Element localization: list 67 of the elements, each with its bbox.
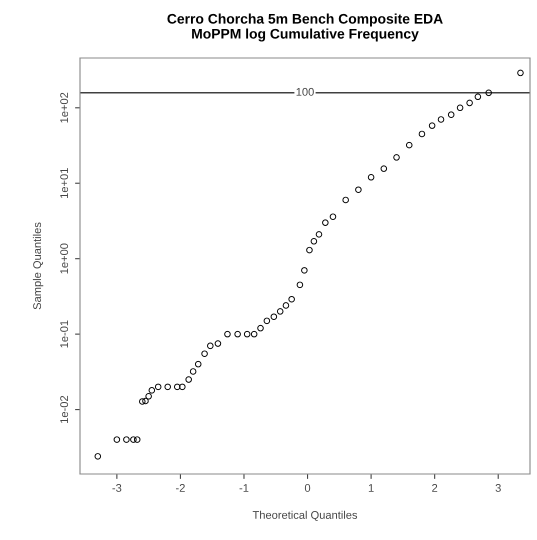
- point: [456, 104, 464, 112]
- point: [250, 330, 258, 338]
- point: [517, 70, 524, 76]
- point: [282, 302, 290, 309]
- point: [145, 393, 152, 400]
- point: [306, 246, 313, 254]
- point: [276, 308, 284, 315]
- point: [174, 384, 181, 390]
- point: [288, 296, 295, 303]
- point: [393, 154, 400, 161]
- point: [257, 324, 264, 332]
- annotation: 100: [296, 88, 314, 96]
- point: [207, 342, 214, 350]
- point: [368, 174, 374, 181]
- chart-title: Cerro Chorcha 5m Bench Composite EDA MoPPM log Cumulative Frequency: [167, 14, 443, 42]
- y-tick-label: 1e-01: [60, 320, 68, 348]
- point: [428, 122, 436, 129]
- point: [310, 238, 318, 245]
- x-tick-label: -2: [176, 484, 185, 492]
- point: [438, 116, 444, 123]
- point: [94, 453, 102, 460]
- x-tick-label: -1: [240, 484, 248, 492]
- point: [139, 398, 146, 405]
- x-tick-label: 1: [368, 484, 374, 492]
- y-tick-label: 1e+01: [60, 168, 68, 198]
- point: [142, 398, 149, 404]
- point: [244, 330, 250, 338]
- point: [485, 90, 492, 96]
- point: [130, 436, 137, 443]
- y-tick-label: 1e+00: [60, 244, 68, 274]
- point: [418, 130, 426, 138]
- point: [214, 340, 222, 347]
- x-tick-label: -3: [112, 484, 122, 492]
- point: [355, 186, 362, 193]
- point: [190, 368, 196, 375]
- point: [179, 384, 186, 390]
- point: [148, 387, 156, 394]
- point: [114, 436, 120, 443]
- point: [466, 100, 473, 106]
- y-tick-label: 1e+02: [60, 92, 68, 123]
- point: [154, 384, 162, 390]
- point: [201, 350, 208, 357]
- point: [296, 282, 304, 288]
- point: [270, 313, 278, 320]
- point: [134, 436, 140, 443]
- point: [194, 360, 202, 368]
- point: [164, 384, 171, 390]
- point: [316, 231, 322, 238]
- y-tick-label: 1e-02: [60, 396, 68, 423]
- point: [474, 94, 482, 100]
- y-axis-title: Sample Quantiles: [32, 222, 44, 310]
- point: [330, 213, 336, 220]
- point: [342, 196, 349, 204]
- point: [448, 111, 454, 118]
- point: [406, 142, 412, 148]
- x-tick-label: 2: [432, 484, 438, 492]
- point: [123, 436, 130, 443]
- point: [322, 219, 329, 226]
- x-axis-title: Theoretical Quantiles: [252, 510, 358, 521]
- point: [380, 165, 388, 172]
- point: [301, 267, 308, 274]
- point: [234, 330, 241, 338]
- point: [264, 318, 270, 324]
- x-tick-label: 3: [496, 484, 501, 492]
- point: [185, 376, 192, 383]
- point: [224, 330, 231, 338]
- x-tick-label: 0: [304, 484, 310, 492]
